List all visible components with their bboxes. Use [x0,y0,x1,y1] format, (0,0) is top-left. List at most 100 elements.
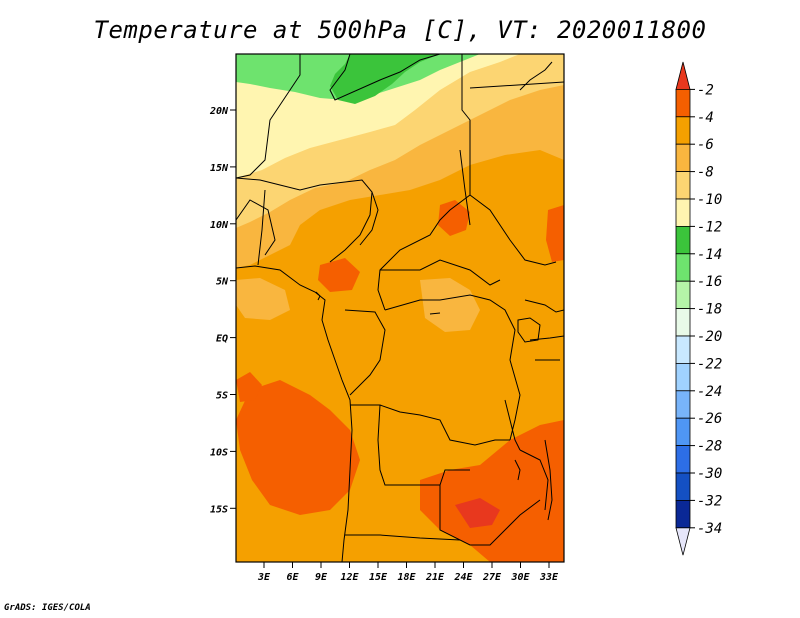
colorbar-label: -32 [697,493,722,509]
border-lake-tanganyika [504,399,521,451]
lon-tick-label: 18E [397,572,416,583]
colorbar-swatch [675,89,691,118]
colorbar-swatch [675,445,691,474]
border-ghana [257,189,266,266]
longitude-axis: 3E 6E 9E 12E 15E 18E 21E 24E 27E 30E 33E [257,562,559,583]
latitude-axis: 20N 15N 10N 5N EQ 5S 10S 15S [209,106,236,515]
border-island-1 [315,291,321,301]
colorbar-label: -16 [697,274,722,290]
lon-tick-label: 21E [425,572,445,583]
lat-tick-label: 10N [210,220,229,231]
field-patch-central-light [420,278,480,332]
colorbar-swatch [675,253,691,282]
lon-tick-label: 24E [453,572,473,583]
lat-tick-label: 15N [210,163,229,174]
country-borders [236,54,564,562]
border-mozambique [519,449,549,511]
field-patch-south-strip [455,498,500,528]
lon-tick-label: 33E [539,572,559,583]
lon-tick-label: 30E [510,572,530,583]
colorbar: -2 -4 -6 -8 -10 -12 -14 -16 -18 -20 -22 -24 -26 -28 -3… [675,61,722,556]
border-sudan-south [469,194,557,266]
lon-tick-label: 9E [315,572,328,583]
colorbar-label: -26 [697,411,722,427]
lat-tick-label: EQ [216,334,228,345]
lon-tick-label: 6E [286,572,299,583]
lat-tick-label: 15S [210,504,228,515]
colorbar-label: -4 [697,110,714,126]
border-lake-malawi [544,439,553,521]
field-patch-east-edge [546,205,564,262]
border-lake-victoria [517,317,541,343]
border-red-sea [519,61,553,91]
colorbar-swatch [675,390,691,419]
colorbar-label: -24 [697,384,722,400]
colorbar-label: -28 [697,439,722,455]
colorbar-label: -2 [697,82,714,98]
border-zambia-south [439,485,541,546]
colorbar-swatch [675,143,691,172]
lat-tick-label: 5S [216,391,228,402]
border-drc-2 [350,404,510,446]
border-east-2 [529,335,564,341]
coastline-west-africa [236,265,353,562]
colorbar-swatch [675,198,691,227]
colorbar-swatch [675,335,691,364]
colorbar-swatch [675,499,691,529]
temperature-field [236,54,564,562]
colorbar-bottom-arrow [675,527,691,556]
colorbar-swatch [675,116,691,145]
colorbar-swatch [675,171,691,200]
border-island-2 [429,312,441,315]
colorbar-label: -34 [697,521,722,537]
border-drc-1 [384,294,521,441]
colorbar-top-arrow [675,61,691,90]
colorbar-label: -18 [697,302,722,318]
colorbar-label: -30 [697,466,722,482]
border-nile [459,149,471,226]
lon-tick-label: 3E [257,572,271,583]
colorbar-label: -20 [697,329,722,345]
border-north-4 [469,81,564,89]
border-island-3 [514,459,521,481]
colorbar-label: -10 [697,192,722,208]
colorbar-swatch [675,308,691,337]
border-north-2 [329,54,441,101]
border-senegal-guinea [236,199,276,256]
map-frame [235,53,565,563]
lat-tick-label: 10S [210,447,228,458]
grads-credit: GrADS: IGES/COLA [4,603,91,613]
field-patch-central-east [438,200,470,236]
lon-tick-label: 27E [482,572,502,583]
colorbar-label: -6 [697,137,714,153]
border-congo [344,309,386,396]
border-chad-cameroon [359,191,379,246]
border-north-3 [377,54,471,311]
border-north-1 [236,54,301,179]
colorbar-label: -14 [697,247,722,263]
colorbar-swatch [675,417,691,447]
colorbar-swatch [675,225,691,255]
colorbar-swatch [675,362,691,392]
lon-tick-label: 15E [369,572,388,583]
border-niger-nigeria [236,177,373,263]
border-namibia [345,534,461,541]
colorbar-swatch [675,280,691,310]
colorbar-swatch [675,472,691,501]
field-patch-north-center [318,258,360,292]
border-east-1 [524,299,564,313]
border-car [380,259,501,286]
field-patch-southeast [420,420,564,562]
lat-tick-label: 5N [216,277,229,288]
lat-tick-label: 20N [209,106,229,117]
colorbar-label: -12 [697,219,722,235]
colorbar-label: -22 [697,356,722,372]
border-angola-zambia [377,404,470,486]
colorbar-label: -8 [697,165,714,181]
field-patch-southwest [236,380,360,515]
chart-title: Temperature at 500hPa [C], VT: 202001180… [93,16,707,44]
field-patch-coast-west [236,372,262,402]
field-patch-west-light [236,278,290,320]
lon-tick-label: 12E [340,572,359,583]
